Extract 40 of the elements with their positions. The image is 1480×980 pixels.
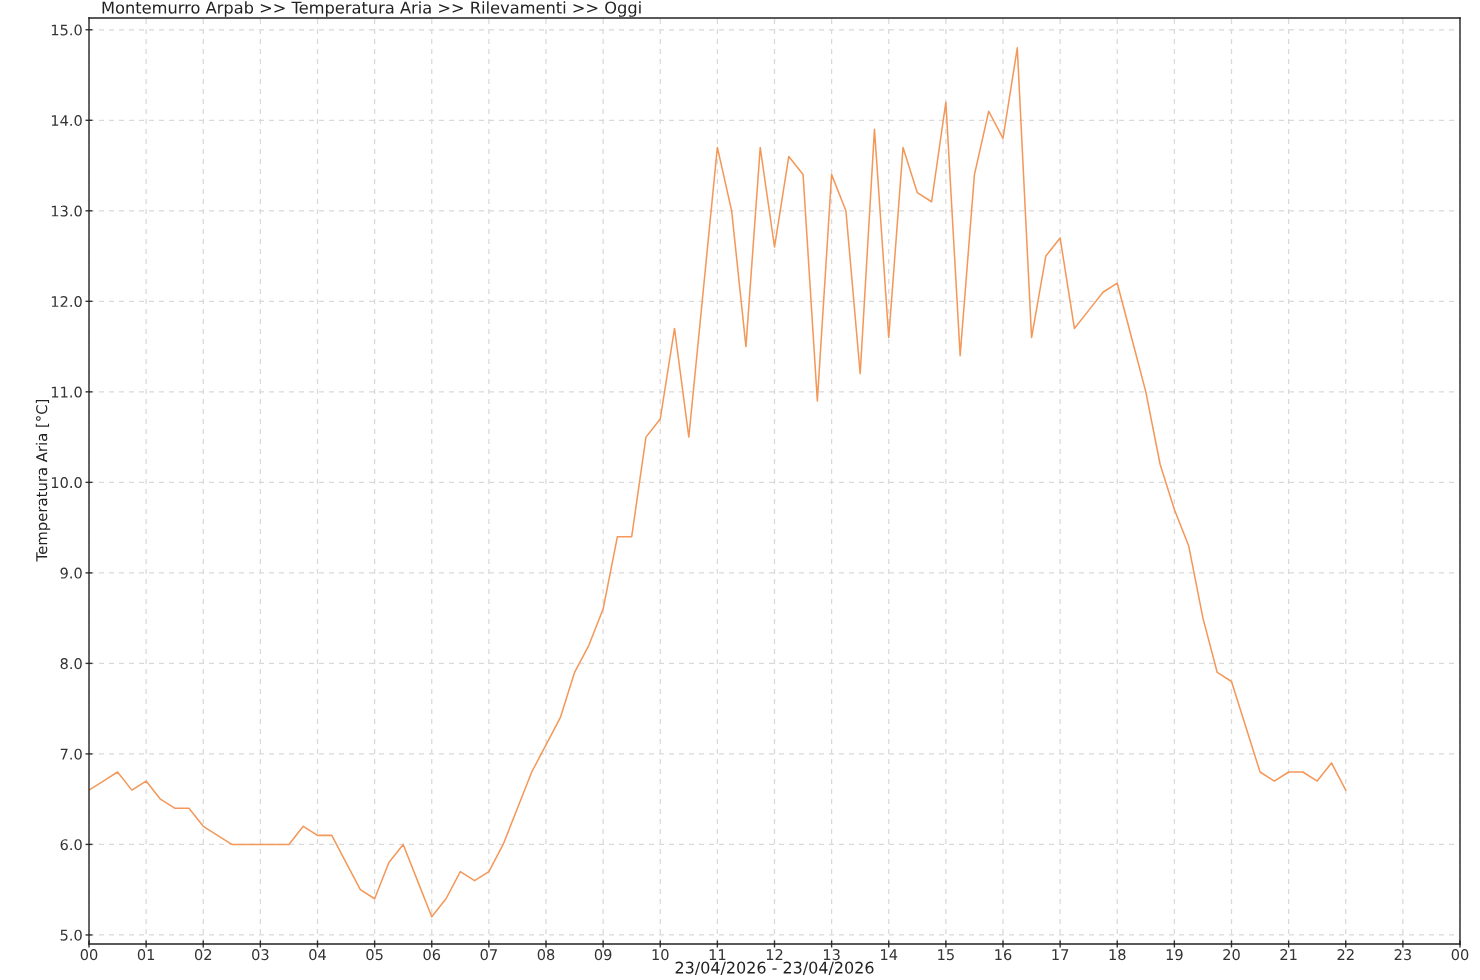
x-tick-label: 16: [995, 949, 1012, 961]
x-tick-label: 00: [1451, 949, 1469, 961]
x-tick-label: 23: [1394, 949, 1411, 961]
y-tick-label: 14.0: [51, 115, 82, 127]
x-tick-label: 20: [1223, 949, 1240, 961]
y-tick-label: 15.0: [51, 24, 82, 36]
y-tick-label: 5.0: [60, 929, 82, 941]
x-tick-label: 19: [1166, 949, 1183, 961]
x-tick-label: 15: [938, 949, 954, 961]
x-tick-label: 08: [537, 949, 555, 961]
x-tick-label: 09: [594, 949, 612, 961]
x-tick-label: 21: [1280, 949, 1297, 960]
line-series: [89, 47, 1347, 918]
x-axis-title: 23/04/2026 - 23/04/2026: [675, 961, 874, 975]
x-tick-label: 06: [423, 949, 441, 961]
x-tick-label: 07: [480, 949, 497, 961]
x-tick-label: 05: [366, 949, 383, 961]
y-tick-label: 12.0: [51, 296, 82, 308]
y-tick-label: 8.0: [60, 658, 82, 670]
y-tick-label: 7.0: [60, 748, 82, 760]
y-tick-label: 9.0: [60, 567, 82, 579]
y-tick-label: 6.0: [60, 839, 82, 851]
y-tick-label: 11.0: [51, 386, 82, 398]
x-tick-label: 03: [252, 949, 269, 961]
x-tick-label: 18: [1109, 949, 1126, 961]
x-tick-label: 00: [80, 949, 98, 961]
chart-title: Montemurro Arpab >> Temperatura Aria >> Rilevamenti >> Oggi: [102, 1, 641, 17]
y-tick-label: 13.0: [51, 205, 82, 217]
y-axis-title: Temperatura Aria [°C]: [35, 399, 51, 562]
x-tick-label: 17: [1052, 949, 1069, 960]
x-tick-label: 02: [194, 949, 212, 961]
x-tick-label: 10: [652, 949, 669, 961]
x-tick-label: 01: [137, 949, 155, 961]
x-tick-label: 04: [309, 949, 326, 961]
y-tick-label: 10.0: [51, 477, 82, 489]
x-tick-label: 11: [709, 949, 726, 960]
x-tick-label: 12: [766, 949, 783, 960]
x-tick-label: 22: [1337, 949, 1354, 960]
x-tick-label: 13: [823, 949, 840, 961]
x-tick-label: 14: [881, 949, 898, 960]
